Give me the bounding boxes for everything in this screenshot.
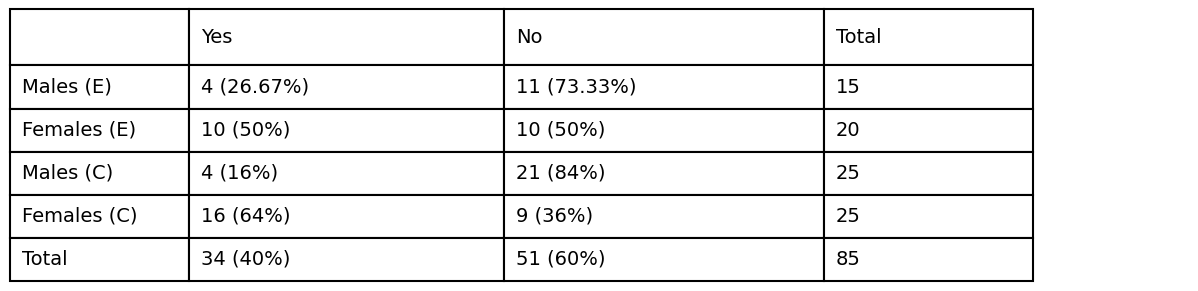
Bar bbox=[503, 109, 824, 152]
Bar bbox=[824, 238, 1033, 281]
Text: Total: Total bbox=[836, 28, 882, 47]
Bar bbox=[10, 65, 188, 109]
Bar bbox=[824, 109, 1033, 152]
Text: 4 (26.67%): 4 (26.67%) bbox=[200, 77, 309, 97]
Text: 15: 15 bbox=[836, 77, 861, 97]
Text: 4 (16%): 4 (16%) bbox=[200, 164, 278, 183]
Text: Yes: Yes bbox=[200, 28, 232, 47]
Text: 25: 25 bbox=[836, 164, 861, 183]
Bar bbox=[824, 65, 1033, 109]
Bar bbox=[10, 238, 188, 281]
Bar bbox=[503, 238, 824, 281]
Bar bbox=[10, 195, 188, 238]
Text: 51 (60%): 51 (60%) bbox=[515, 250, 605, 269]
Bar bbox=[824, 152, 1033, 195]
Text: 20: 20 bbox=[836, 120, 860, 140]
Text: Total: Total bbox=[22, 250, 67, 269]
Bar bbox=[824, 9, 1033, 65]
Bar bbox=[503, 152, 824, 195]
Bar bbox=[188, 109, 503, 152]
Text: Females (C): Females (C) bbox=[22, 207, 137, 226]
Bar bbox=[10, 109, 188, 152]
Bar bbox=[188, 152, 503, 195]
Text: 11 (73.33%): 11 (73.33%) bbox=[515, 77, 636, 97]
Bar bbox=[10, 152, 188, 195]
Bar bbox=[188, 9, 503, 65]
Text: Males (E): Males (E) bbox=[22, 77, 111, 97]
Bar bbox=[188, 195, 503, 238]
Text: 25: 25 bbox=[836, 207, 861, 226]
Bar bbox=[824, 195, 1033, 238]
Bar bbox=[503, 195, 824, 238]
Bar bbox=[188, 65, 503, 109]
Text: 10 (50%): 10 (50%) bbox=[200, 120, 290, 140]
Bar bbox=[503, 65, 824, 109]
Text: 10 (50%): 10 (50%) bbox=[515, 120, 605, 140]
Bar bbox=[10, 9, 188, 65]
Text: 85: 85 bbox=[836, 250, 861, 269]
Text: 16 (64%): 16 (64%) bbox=[200, 207, 290, 226]
Bar bbox=[188, 238, 503, 281]
Text: 9 (36%): 9 (36%) bbox=[515, 207, 593, 226]
Text: Females (E): Females (E) bbox=[22, 120, 135, 140]
Text: No: No bbox=[515, 28, 543, 47]
Bar bbox=[503, 9, 824, 65]
Text: 34 (40%): 34 (40%) bbox=[200, 250, 290, 269]
Text: 21 (84%): 21 (84%) bbox=[515, 164, 605, 183]
Text: Males (C): Males (C) bbox=[22, 164, 113, 183]
